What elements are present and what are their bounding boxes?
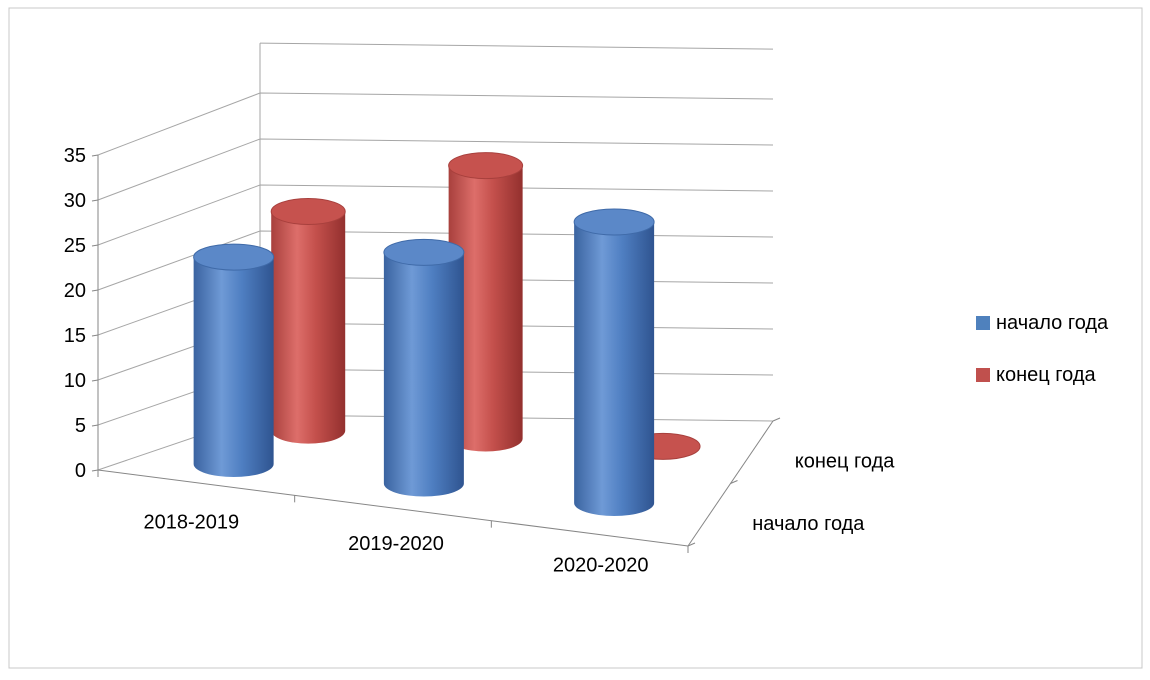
depth-tick-mark bbox=[772, 417, 781, 422]
bar-top bbox=[448, 152, 524, 180]
y-tick-label: 10 bbox=[64, 370, 86, 392]
bar-body bbox=[271, 211, 346, 444]
y-tick-label: 5 bbox=[75, 415, 86, 437]
bar-start-0 bbox=[193, 243, 275, 478]
bars bbox=[193, 152, 701, 516]
legend-item-start: начало года bbox=[976, 308, 1108, 338]
depth-tick-label: конец года bbox=[795, 450, 895, 472]
bar-body bbox=[383, 252, 464, 497]
chart-border bbox=[8, 7, 1143, 669]
y-tick-label: 35 bbox=[64, 145, 86, 167]
bar-body bbox=[448, 165, 523, 452]
legend-swatch-start bbox=[976, 316, 990, 330]
gridline-top bbox=[259, 42, 774, 50]
y-tick-mark bbox=[91, 424, 99, 427]
y-tick-label: 20 bbox=[64, 280, 86, 302]
depth-tick-label: начало года bbox=[752, 513, 865, 535]
legend-item-end: конец года bbox=[976, 360, 1108, 390]
y-tick-mark bbox=[91, 334, 99, 337]
legend: начало года конец года bbox=[976, 308, 1108, 412]
y-tick-mark bbox=[91, 244, 99, 247]
bar-body bbox=[193, 257, 274, 478]
y-tick-mark bbox=[91, 154, 99, 157]
bar-top bbox=[270, 197, 346, 225]
bar-top bbox=[383, 238, 465, 266]
bar-body bbox=[574, 221, 655, 516]
depth-tick-mark bbox=[687, 542, 696, 547]
x-tick-label: 2018-2019 bbox=[144, 512, 240, 534]
y-tick-label: 0 bbox=[75, 460, 86, 482]
gridline bbox=[97, 138, 774, 201]
y-tick-label: 25 bbox=[64, 235, 86, 257]
y-tick-mark bbox=[91, 469, 99, 472]
x-axis-line bbox=[97, 469, 689, 547]
y-tick-label: 15 bbox=[64, 325, 86, 347]
gridline bbox=[97, 92, 774, 156]
y-tick-label: 30 bbox=[64, 190, 86, 212]
x-tick-label: 2019-2020 bbox=[348, 533, 444, 555]
bar-start-2 bbox=[573, 208, 655, 516]
bar-end-0 bbox=[270, 197, 346, 444]
y-tick-mark bbox=[91, 289, 99, 292]
bar-start-1 bbox=[383, 238, 465, 497]
legend-swatch-end bbox=[976, 368, 990, 382]
bar-top bbox=[193, 243, 275, 271]
labels: 0 5 10 15 20 25 30 35 2018-2019 2019-2020 2020-202… bbox=[64, 145, 895, 576]
bar-end-1 bbox=[448, 152, 524, 452]
x-tick-label: 2020-2020 bbox=[553, 554, 649, 576]
legend-label-end: конец года bbox=[996, 363, 1096, 386]
y-tick-mark bbox=[91, 199, 99, 202]
bar-top bbox=[573, 208, 655, 236]
legend-label-start: начало года bbox=[996, 311, 1109, 334]
depth-tick-mark bbox=[730, 480, 738, 484]
y-tick-mark bbox=[91, 379, 99, 382]
